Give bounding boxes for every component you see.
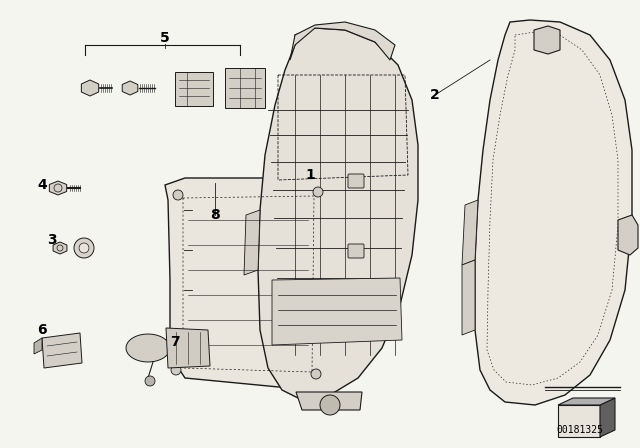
Text: 1: 1 <box>305 168 315 182</box>
FancyBboxPatch shape <box>348 244 364 258</box>
Polygon shape <box>462 200 478 265</box>
Circle shape <box>311 369 321 379</box>
Polygon shape <box>258 28 418 400</box>
Polygon shape <box>600 398 615 437</box>
Polygon shape <box>175 72 213 106</box>
Text: 8: 8 <box>210 208 220 222</box>
Text: 4: 4 <box>37 178 47 192</box>
Circle shape <box>79 243 89 253</box>
Circle shape <box>171 365 181 375</box>
Polygon shape <box>534 26 560 54</box>
Polygon shape <box>272 278 402 345</box>
Polygon shape <box>166 328 210 368</box>
Polygon shape <box>462 260 475 335</box>
Polygon shape <box>618 215 638 255</box>
Text: 3: 3 <box>47 233 57 247</box>
Polygon shape <box>122 81 138 95</box>
Polygon shape <box>558 398 615 405</box>
Polygon shape <box>34 338 42 354</box>
Text: 5: 5 <box>160 31 170 45</box>
Circle shape <box>145 376 155 386</box>
Text: 00181325: 00181325 <box>557 425 604 435</box>
Polygon shape <box>475 20 632 405</box>
Polygon shape <box>126 334 170 362</box>
Polygon shape <box>165 178 330 390</box>
Polygon shape <box>81 80 99 96</box>
Polygon shape <box>558 405 600 437</box>
Polygon shape <box>290 22 395 60</box>
Polygon shape <box>244 210 260 275</box>
Polygon shape <box>49 181 67 195</box>
Circle shape <box>541 34 553 46</box>
Text: 7: 7 <box>170 335 180 349</box>
Polygon shape <box>42 333 82 368</box>
Circle shape <box>173 190 183 200</box>
Circle shape <box>320 395 340 415</box>
Polygon shape <box>296 392 362 410</box>
Circle shape <box>74 238 94 258</box>
FancyBboxPatch shape <box>348 174 364 188</box>
Text: 6: 6 <box>37 323 47 337</box>
Polygon shape <box>53 242 67 254</box>
Circle shape <box>313 187 323 197</box>
Text: 2: 2 <box>430 88 440 102</box>
Polygon shape <box>225 68 265 108</box>
